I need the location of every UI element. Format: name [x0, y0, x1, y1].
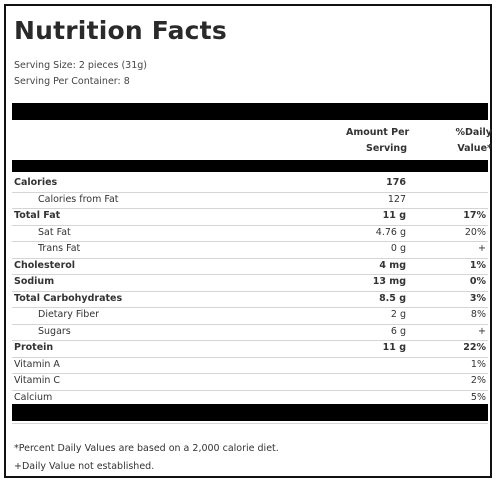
daily-value-header: %Daily Value* — [426, 125, 492, 157]
nutrient-name: Vitamin C — [14, 375, 61, 386]
nutrition-label: Nutrition Facts Serving Size: 2 pieces (… — [4, 4, 492, 478]
nutrient-name: Trans Fat — [38, 243, 81, 254]
nutrient-name: Cholesterol — [14, 259, 76, 271]
nutrient-daily-value: 17% — [463, 210, 486, 221]
nutrient-amount: 0 g — [390, 243, 406, 254]
footnote-daily-values: *Percent Daily Values are based on a 2,0… — [14, 443, 279, 454]
nutrient-amount: 8.5 g — [379, 292, 406, 304]
nutrient-name: Vitamin A — [14, 358, 60, 370]
table-row: Vitamin A 1% — [12, 358, 488, 374]
nutrient-name: Calories — [14, 177, 58, 188]
nutrient-daily-value: + — [478, 243, 486, 254]
nutrient-daily-value: + — [478, 325, 486, 337]
nutrient-daily-value: 3% — [469, 292, 486, 304]
daily-header-line2: Value* — [457, 143, 492, 154]
table-row: Total Fat 11 g 17% — [12, 209, 488, 226]
middle-divider-bar — [12, 160, 488, 172]
nutrient-daily-value: 5% — [470, 391, 486, 403]
servings-per-container: Serving Per Container: 8 — [14, 76, 130, 87]
nutrient-table: Calories 176 Calories from Fat 127 Total Fat… — [12, 176, 488, 424]
nutrient-amount: 4 mg — [379, 259, 406, 271]
nutrient-daily-value: 20% — [464, 226, 486, 238]
nutrient-daily-value: 1% — [469, 259, 486, 271]
nutrient-name: Sat Fat — [38, 226, 71, 238]
table-row: Calories from Fat 127 — [12, 193, 488, 209]
nutrient-amount: 11 g — [382, 210, 406, 221]
nutrient-amount: 127 — [387, 193, 406, 205]
table-row: Sodium 13 mg 0% — [12, 275, 488, 292]
nutrient-amount: 6 g — [390, 325, 406, 337]
nutrient-name: Sugars — [38, 325, 71, 337]
amount-header-line2: Serving — [366, 143, 407, 154]
nutrient-amount: 176 — [386, 177, 406, 188]
nutrient-name: Total Carbohydrates — [14, 292, 123, 304]
nutrient-name: Calories from Fat — [38, 193, 119, 205]
nutrient-name: Total Fat — [14, 210, 61, 221]
table-row: Protein 11 g 22% — [12, 341, 488, 358]
nutrient-daily-value: 8% — [470, 309, 486, 320]
table-row: Total Carbohydrates 8.5 g 3% — [12, 292, 488, 308]
table-row: Cholesterol 4 mg 1% — [12, 259, 488, 275]
daily-header-line1: %Daily — [455, 127, 492, 138]
table-row: Calories 176 — [12, 176, 488, 193]
nutrient-name: Calcium — [14, 391, 53, 403]
table-row: Trans Fat 0 g + — [12, 242, 488, 259]
nutrient-daily-value: 22% — [463, 342, 486, 353]
table-row: Sugars 6 g + — [12, 325, 488, 341]
serving-size: Serving Size: 2 pieces (31g) — [14, 60, 147, 71]
nutrient-amount: 4.76 g — [375, 226, 406, 238]
amount-per-serving-header: Amount Per Serving — [346, 125, 410, 157]
label-title: Nutrition Facts — [14, 16, 227, 45]
table-row: Sat Fat 4.76 g 20% — [12, 226, 488, 242]
nutrient-amount: 11 g — [382, 342, 406, 353]
table-row: Dietary Fiber 2 g 8% — [12, 308, 488, 325]
footnote-not-established: +Daily Value not established. — [14, 461, 155, 472]
amount-header-line1: Amount Per — [346, 127, 410, 138]
nutrient-daily-value: 0% — [469, 276, 486, 287]
nutrient-amount: 2 g — [390, 309, 406, 320]
nutrient-daily-value: 1% — [470, 358, 486, 370]
bottom-divider-bar — [12, 404, 488, 421]
table-row: Vitamin C 2% — [12, 374, 488, 391]
nutrient-name: Dietary Fiber — [38, 309, 100, 320]
top-divider-bar — [12, 103, 488, 120]
nutrient-name: Sodium — [14, 276, 55, 287]
nutrient-daily-value: 2% — [470, 375, 486, 386]
nutrient-amount: 13 mg — [372, 276, 406, 287]
nutrient-name: Protein — [14, 342, 54, 353]
